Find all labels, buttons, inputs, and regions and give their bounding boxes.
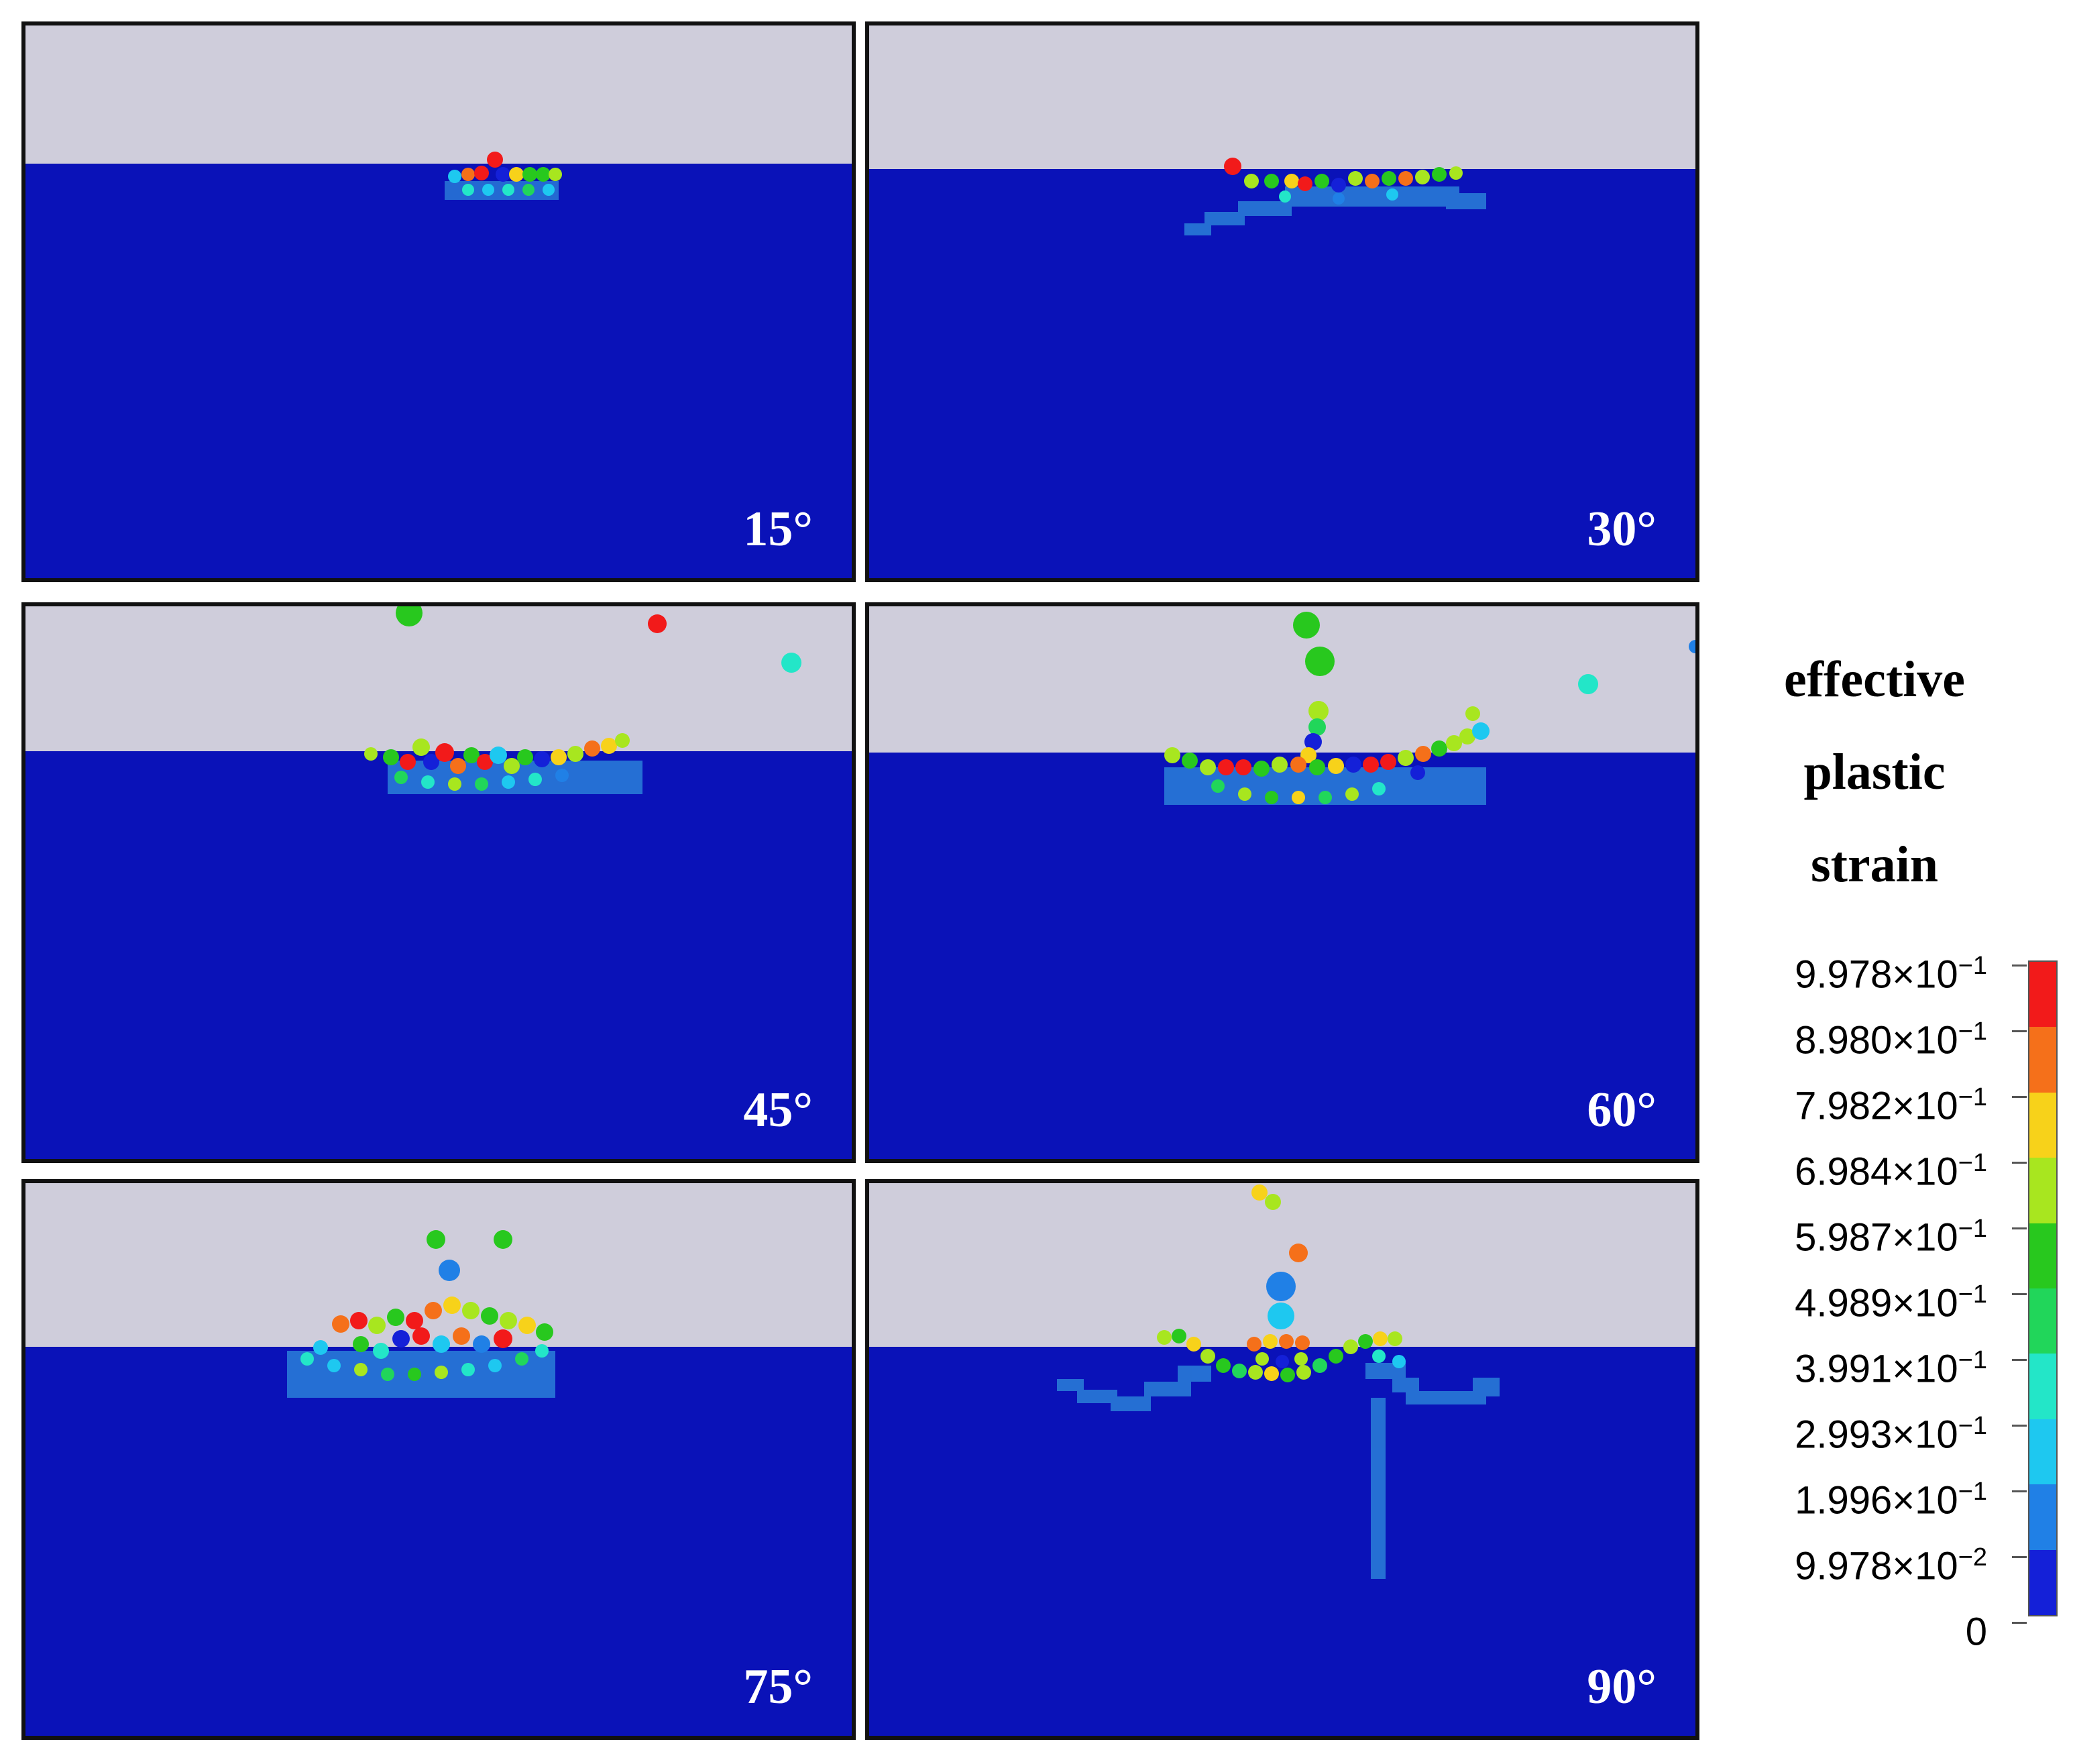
panel-15deg: 15° [21, 21, 856, 582]
legend-title-line-3: strain [1811, 836, 1938, 893]
panel-90deg: 90° [865, 1179, 1699, 1740]
panel-45deg: 45° [21, 602, 856, 1163]
legend-title-line-1: effective [1784, 651, 1965, 708]
tick-mark [2012, 1622, 2027, 1624]
colorbar-band [2029, 1158, 2056, 1223]
tick-label: 4.989×10−1 [1795, 1280, 1987, 1325]
tick-label: 9.978×10−2 [1795, 1543, 1987, 1588]
angle-label: 60° [1587, 1083, 1657, 1138]
simulation-30deg [869, 25, 1695, 578]
tick-label: 5.987×10−1 [1795, 1215, 1987, 1260]
simulation-45deg [25, 606, 852, 1159]
panel-60deg: 60° [865, 602, 1699, 1163]
colorbar [2028, 960, 2058, 1616]
simulation-15deg [25, 25, 852, 578]
tick-mark [2012, 1556, 2027, 1558]
tick-mark [2012, 1425, 2027, 1427]
angle-label: 30° [1587, 502, 1657, 557]
panel-30deg: 30° [865, 21, 1699, 582]
colorbar-band [2029, 962, 2056, 1028]
tick-label: 6.984×10−1 [1795, 1149, 1987, 1194]
panel-75deg: 75° [21, 1179, 856, 1740]
tick-label: 2.993×10−1 [1795, 1412, 1987, 1457]
colorbar-band [2029, 1223, 2056, 1289]
legend-title-line-2: plastic [1803, 744, 1946, 800]
tick-mark [2012, 1162, 2027, 1164]
colorbar-band [2029, 1419, 2056, 1485]
tick-mark [2012, 964, 2027, 967]
colorbar-band [2029, 1354, 2056, 1419]
tick-label: 1.996×10−1 [1795, 1478, 1987, 1523]
colorbar-band [2029, 1092, 2056, 1158]
tick-label: 0 [1965, 1610, 1987, 1654]
tick-label: 8.980×10−1 [1795, 1017, 1987, 1062]
tick-mark [2012, 1030, 2027, 1032]
angle-label: 75° [743, 1659, 813, 1714]
tick-mark [2012, 1293, 2027, 1295]
tick-mark [2012, 1227, 2027, 1229]
colorbar-band [2029, 1027, 2056, 1093]
simulation-90deg [869, 1183, 1695, 1736]
tick-mark [2012, 1490, 2027, 1492]
colorbar-band [2029, 1484, 2056, 1550]
tick-label: 9.978×10−1 [1795, 952, 1987, 997]
colorbar-band [2029, 1288, 2056, 1354]
tick-label: 3.991×10−1 [1795, 1346, 1987, 1391]
tick-label: 7.982×10−1 [1795, 1083, 1987, 1128]
tick-mark [2012, 1096, 2027, 1098]
angle-label: 90° [1587, 1659, 1657, 1714]
angle-label: 45° [743, 1083, 813, 1138]
angle-label: 15° [743, 502, 813, 557]
colorbar-band [2029, 1549, 2056, 1616]
tick-mark [2012, 1359, 2027, 1361]
simulation-75deg [25, 1183, 852, 1736]
simulation-60deg [869, 606, 1695, 1159]
